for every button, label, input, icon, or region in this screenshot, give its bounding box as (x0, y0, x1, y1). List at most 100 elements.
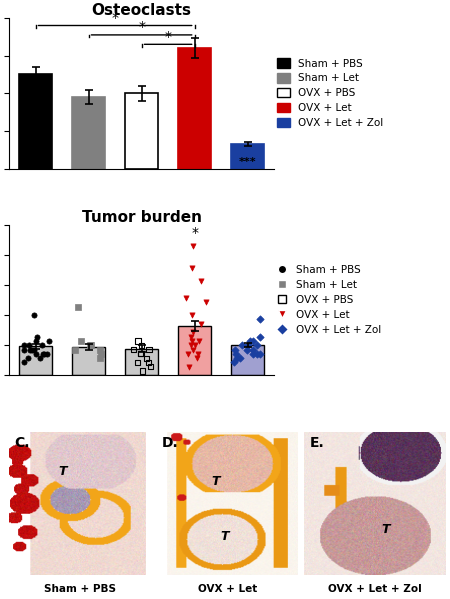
Point (26, 345, 33, 355)
Point (138, 340, 145, 350)
Text: C.: C. (15, 436, 30, 450)
Point (29, 345, 36, 355)
Point (195, 336, 203, 346)
Bar (231, 144, 264, 168)
Point (185, 349, 192, 359)
Point (33, 332, 40, 341)
Text: ***: *** (239, 157, 256, 167)
Point (88, 340, 95, 350)
Point (32, 336, 39, 346)
Point (97, 353, 104, 363)
Legend: Sham + PBS, Sham + Let, OVX + PBS, OVX + Let, OVX + Let + Zol: Sham + PBS, Sham + Let, OVX + PBS, OVX +… (277, 265, 381, 335)
Point (189, 310, 196, 320)
Point (250, 345, 257, 355)
Point (257, 349, 264, 359)
Point (20, 358, 27, 367)
Point (32, 349, 39, 359)
Bar (72, 347, 105, 376)
Point (86, 340, 94, 350)
Point (234, 353, 241, 363)
Point (182, 293, 189, 302)
Point (77, 336, 85, 346)
Point (192, 340, 199, 350)
Text: *: * (112, 11, 118, 25)
Point (193, 353, 200, 363)
Point (254, 340, 261, 350)
Point (237, 353, 244, 363)
Bar (125, 349, 158, 376)
Point (145, 358, 152, 367)
Point (253, 349, 261, 359)
Point (31, 310, 38, 320)
Point (243, 345, 251, 355)
Point (139, 366, 146, 376)
Point (247, 336, 254, 346)
Point (233, 349, 240, 359)
Title: Tumor burden: Tumor burden (81, 210, 202, 225)
Bar (178, 48, 211, 168)
Text: Sham + PBS: Sham + PBS (44, 583, 116, 594)
Point (145, 345, 153, 355)
Point (43, 349, 50, 359)
Point (188, 332, 195, 341)
Text: T: T (382, 523, 390, 536)
Text: *: * (138, 20, 145, 34)
Point (20, 345, 27, 355)
Point (135, 336, 142, 346)
Text: OVX + Let + Zol: OVX + Let + Zol (328, 583, 422, 594)
Text: *: * (191, 226, 198, 240)
Point (37, 353, 44, 363)
Point (97, 349, 104, 359)
Point (40, 349, 47, 359)
Point (189, 241, 196, 251)
Point (137, 349, 144, 359)
Point (190, 328, 197, 337)
Bar (231, 345, 264, 376)
Bar (19, 74, 52, 168)
Title: Osteoclasts: Osteoclasts (92, 3, 192, 18)
Point (232, 345, 239, 355)
Point (245, 340, 252, 350)
Point (256, 314, 264, 324)
Point (72, 345, 79, 355)
Text: E.: E. (310, 436, 324, 450)
Point (134, 358, 141, 367)
Legend: Sham + PBS, Sham + Let, OVX + PBS, OVX + Let, OVX + Let + Zol: Sham + PBS, Sham + Let, OVX + PBS, OVX +… (277, 58, 383, 128)
Point (230, 358, 238, 367)
Text: *: * (165, 29, 171, 44)
Point (96, 345, 104, 355)
Bar (72, 97, 105, 168)
Text: T: T (212, 476, 220, 488)
Point (26, 340, 33, 350)
Text: T: T (220, 530, 229, 543)
Point (45, 336, 52, 346)
Text: OVX + Let: OVX + Let (198, 583, 257, 594)
Point (40, 349, 48, 359)
Bar (125, 93, 158, 168)
Point (187, 340, 194, 350)
Point (198, 276, 205, 286)
Point (38, 340, 45, 350)
Point (130, 345, 137, 355)
Point (189, 336, 196, 346)
Point (24, 353, 31, 363)
Point (197, 319, 204, 328)
Point (147, 362, 154, 371)
Point (239, 340, 246, 350)
Bar (178, 326, 211, 376)
Point (137, 349, 144, 359)
Point (195, 349, 202, 359)
Point (249, 336, 256, 346)
Point (249, 349, 256, 359)
Point (20, 340, 27, 350)
Point (143, 353, 150, 363)
Point (30, 345, 37, 355)
Point (256, 332, 264, 341)
Point (190, 345, 197, 355)
Point (202, 298, 209, 307)
Point (75, 302, 82, 311)
Point (189, 263, 196, 273)
Text: D.: D. (162, 436, 179, 450)
Text: T: T (58, 465, 67, 479)
Bar (19, 346, 52, 376)
